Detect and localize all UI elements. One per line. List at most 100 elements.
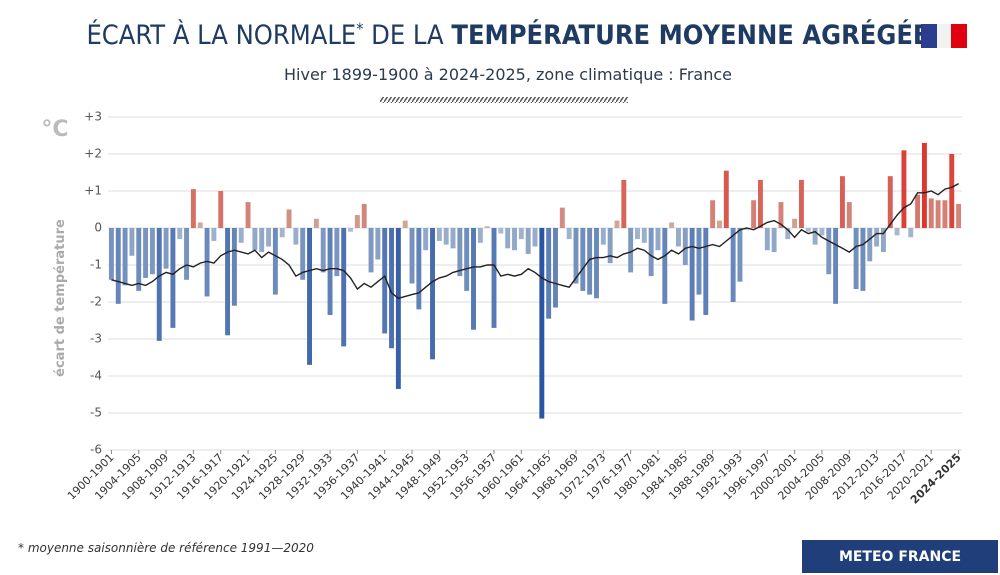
bar: [327, 228, 333, 315]
bar: [539, 228, 545, 419]
bar: [635, 228, 640, 240]
bar: [307, 228, 313, 365]
bar: [546, 228, 552, 319]
bar: [607, 228, 613, 264]
bar: [238, 228, 244, 243]
bar: [341, 228, 347, 347]
title-part: DE LA: [363, 20, 451, 51]
bar: [471, 228, 476, 330]
bar: [676, 228, 681, 247]
bar: [143, 228, 149, 278]
y-tick-label: -5: [90, 406, 102, 420]
bar: [436, 228, 442, 241]
bar: [218, 191, 224, 228]
bar: [491, 228, 497, 328]
bar: [532, 228, 538, 247]
bar: [525, 228, 531, 254]
bar: [737, 228, 743, 282]
bar: [156, 228, 162, 341]
bar: [512, 228, 517, 251]
bar: [792, 218, 798, 228]
title-asterisk: *: [356, 19, 363, 38]
divider: [380, 97, 628, 103]
bar: [717, 220, 722, 228]
bar: [368, 228, 374, 273]
bar: [628, 228, 634, 273]
bar: [430, 228, 435, 360]
bar: [279, 228, 285, 238]
bar: [108, 228, 114, 280]
bar: [457, 228, 463, 277]
bar: [880, 228, 886, 253]
title-bold: TEMPÉRATURE MOYENNE AGRÉGÉE: [451, 19, 929, 51]
bar: [928, 198, 934, 228]
bar: [778, 202, 784, 228]
bar: [177, 228, 183, 240]
bar: [689, 228, 695, 321]
bar: [703, 228, 709, 315]
bar: [573, 228, 579, 284]
bar: [915, 194, 921, 228]
logo: [921, 24, 967, 48]
bar: [300, 228, 306, 280]
bar: [648, 228, 654, 277]
bar: [498, 228, 504, 234]
y-tick-label: +3: [84, 110, 102, 124]
chart-title: ÉCART À LA NORMALE* DE LA TEMPÉRATURE MO…: [86, 19, 929, 51]
bar: [170, 228, 176, 328]
bar: [566, 228, 572, 240]
bar: [730, 228, 736, 302]
bar: [559, 207, 565, 228]
bar: [231, 228, 237, 306]
bar: [949, 154, 955, 228]
bar: [757, 179, 763, 228]
bar: [348, 228, 353, 232]
plot: +3+2+10-1-2-3-4-5-61900-19011904-1905190…: [65, 110, 964, 507]
bar: [320, 228, 326, 273]
bar: [163, 228, 169, 269]
y-tick-label: -1: [90, 258, 102, 272]
trend-line: [111, 182, 959, 300]
bar: [901, 150, 907, 228]
bar: [942, 200, 948, 228]
bar: [655, 228, 661, 251]
bar: [819, 228, 825, 236]
bar: [594, 228, 599, 299]
title-part: ÉCART À LA NORMALE: [86, 19, 356, 51]
bar: [785, 228, 791, 240]
bar: [423, 228, 429, 251]
bar: [935, 200, 941, 228]
bar: [580, 228, 586, 291]
bar: [894, 228, 900, 236]
bar: [696, 228, 702, 295]
bar: [334, 228, 340, 277]
bar: [293, 228, 299, 245]
bar: [115, 228, 121, 304]
bar: [833, 228, 839, 304]
bar: [587, 228, 593, 295]
y-tick-label: -2: [90, 295, 102, 309]
y-tick-label: +1: [84, 184, 102, 198]
unit: °C: [41, 117, 68, 142]
source: METEO FRANCE: [839, 549, 961, 565]
bar: [908, 228, 914, 238]
bar: [805, 228, 811, 232]
y-tick-label: -3: [90, 332, 102, 346]
bar: [682, 228, 688, 265]
bar: [477, 228, 483, 243]
bar: [354, 215, 360, 228]
bar: [874, 228, 880, 247]
bar: [662, 228, 668, 304]
bar: [771, 228, 777, 253]
bar: [518, 228, 524, 240]
bar: [382, 228, 388, 334]
bar: [839, 176, 845, 228]
bar: [395, 228, 401, 389]
bar: [846, 202, 852, 228]
bar: [921, 142, 927, 228]
y-tick-label: -6: [90, 443, 102, 457]
bar: [197, 222, 203, 228]
bar: [798, 179, 804, 228]
bar: [225, 228, 231, 336]
